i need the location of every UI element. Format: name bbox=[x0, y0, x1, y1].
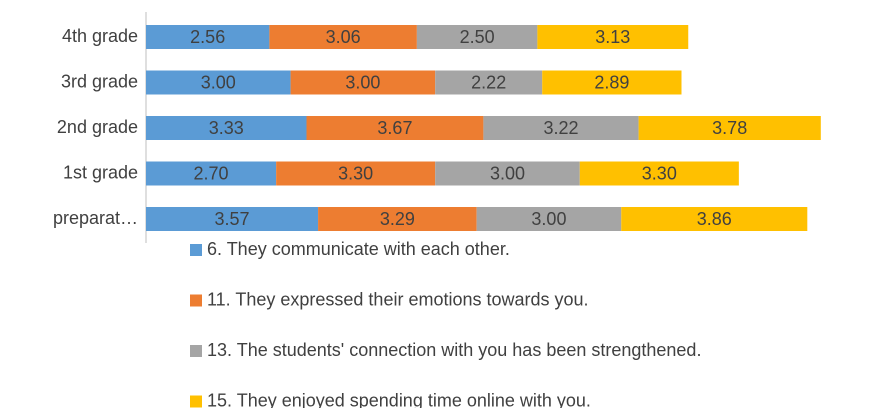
data-label: 3.13 bbox=[595, 27, 630, 47]
legend-swatch bbox=[190, 345, 202, 357]
data-label: 3.29 bbox=[380, 209, 415, 229]
data-label: 2.22 bbox=[471, 72, 506, 92]
bar-segment bbox=[435, 161, 580, 186]
y-tick-label: 2nd grade bbox=[57, 117, 138, 137]
bar-segment bbox=[146, 116, 307, 140]
data-label: 3.22 bbox=[543, 118, 578, 138]
bar-segment bbox=[416, 25, 538, 49]
bar-segment bbox=[146, 25, 270, 49]
bar-segment bbox=[638, 116, 821, 140]
bar-segment bbox=[435, 70, 543, 95]
data-label: 3.33 bbox=[209, 118, 244, 138]
legend-swatch bbox=[190, 294, 202, 307]
y-tick-label: 1st grade bbox=[63, 162, 138, 182]
bar-segment bbox=[306, 116, 484, 140]
data-label: 3.00 bbox=[531, 209, 566, 229]
bar-segment bbox=[579, 161, 739, 186]
data-label: 2.70 bbox=[194, 163, 229, 183]
data-label: 3.00 bbox=[201, 72, 236, 92]
bar-segment bbox=[483, 116, 639, 140]
bar-segment bbox=[476, 207, 622, 231]
bar-segment bbox=[621, 207, 808, 231]
legend-label: 13. The students' connection with you ha… bbox=[207, 340, 701, 360]
data-label: 2.89 bbox=[594, 72, 629, 92]
bar-segment bbox=[276, 161, 436, 186]
data-label: 3.86 bbox=[697, 209, 732, 229]
bar-segment bbox=[269, 25, 417, 49]
legend-swatch bbox=[190, 244, 202, 256]
data-label: 3.06 bbox=[326, 27, 361, 47]
bar-segment bbox=[146, 70, 291, 95]
data-label: 3.30 bbox=[338, 163, 373, 183]
bar-segment bbox=[537, 25, 689, 49]
legend-label: 6. They communicate with each other. bbox=[207, 239, 510, 259]
y-tick-label: 4th grade bbox=[62, 26, 138, 46]
bar-segment bbox=[146, 207, 319, 231]
legend-swatch bbox=[190, 395, 202, 408]
data-label: 3.78 bbox=[712, 118, 747, 138]
y-tick-label: 3rd grade bbox=[61, 71, 138, 91]
data-label: 3.00 bbox=[490, 163, 525, 183]
legend-label: 11. They expressed their emotions toward… bbox=[207, 289, 589, 309]
data-label: 2.50 bbox=[460, 27, 495, 47]
data-label: 3.67 bbox=[377, 118, 412, 138]
data-label: 2.56 bbox=[190, 27, 225, 47]
bar-segment bbox=[146, 161, 277, 186]
data-label: 3.00 bbox=[345, 72, 380, 92]
data-label: 3.57 bbox=[215, 209, 250, 229]
bar-segment bbox=[318, 207, 477, 231]
bar-segment bbox=[290, 70, 436, 95]
y-tick-label: preparat… bbox=[53, 208, 138, 228]
legend-label: 15. They enjoyed spending time online wi… bbox=[207, 390, 591, 408]
data-label: 3.30 bbox=[642, 163, 677, 183]
bar-segment bbox=[542, 70, 682, 95]
